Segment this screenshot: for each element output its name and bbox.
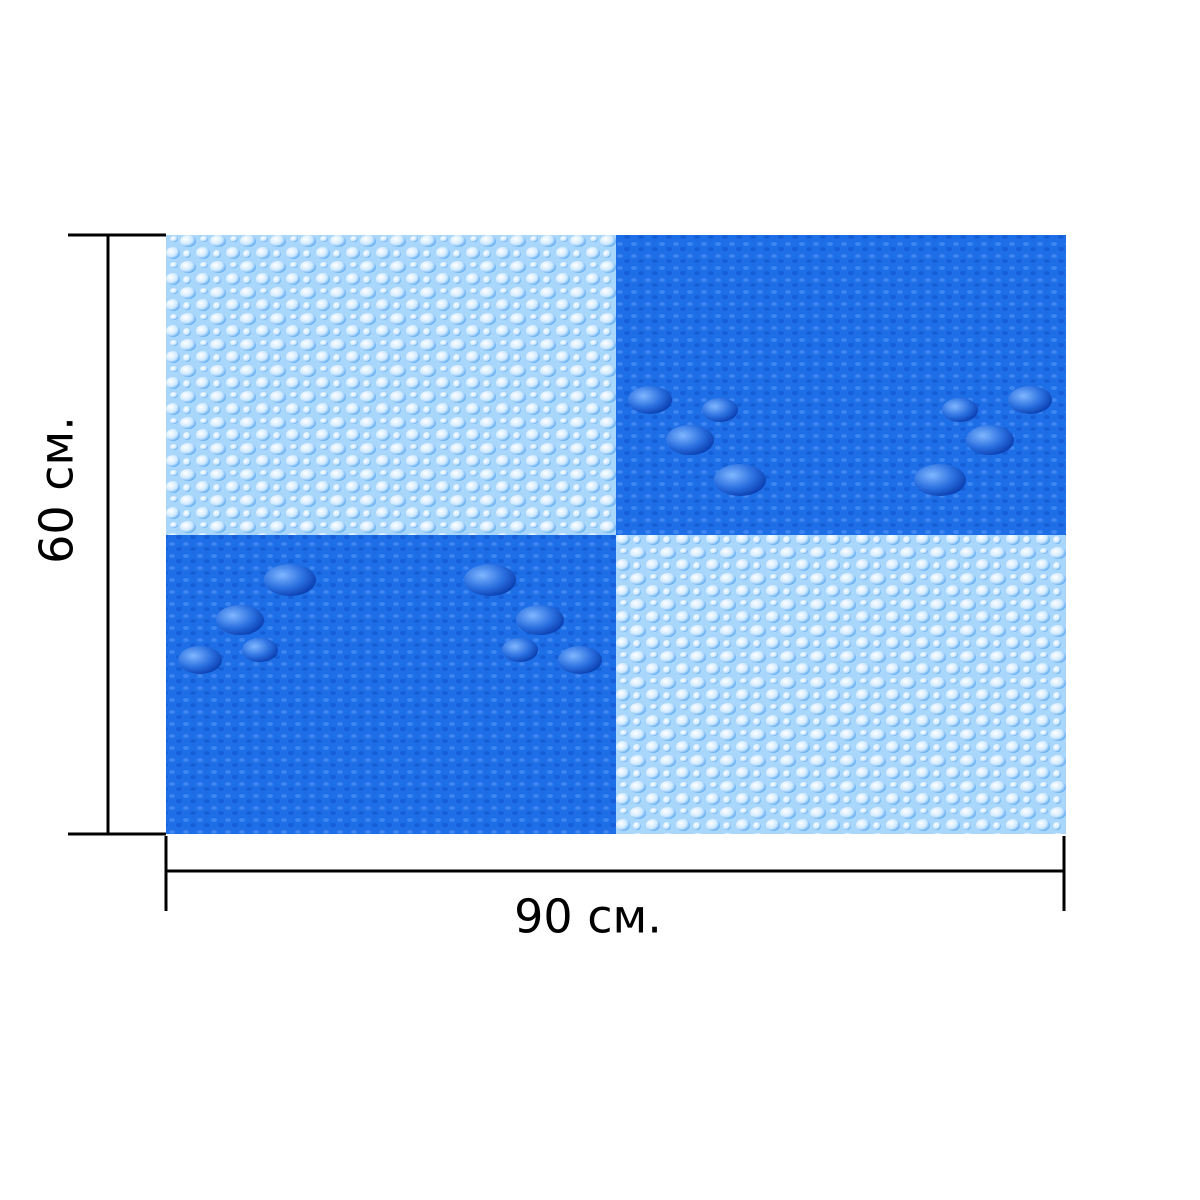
width-label: 90 см. <box>514 890 662 944</box>
pattern-panel <box>166 235 1066 834</box>
height-label: 60 см. <box>30 416 84 564</box>
dimension-lines <box>68 233 1066 911</box>
